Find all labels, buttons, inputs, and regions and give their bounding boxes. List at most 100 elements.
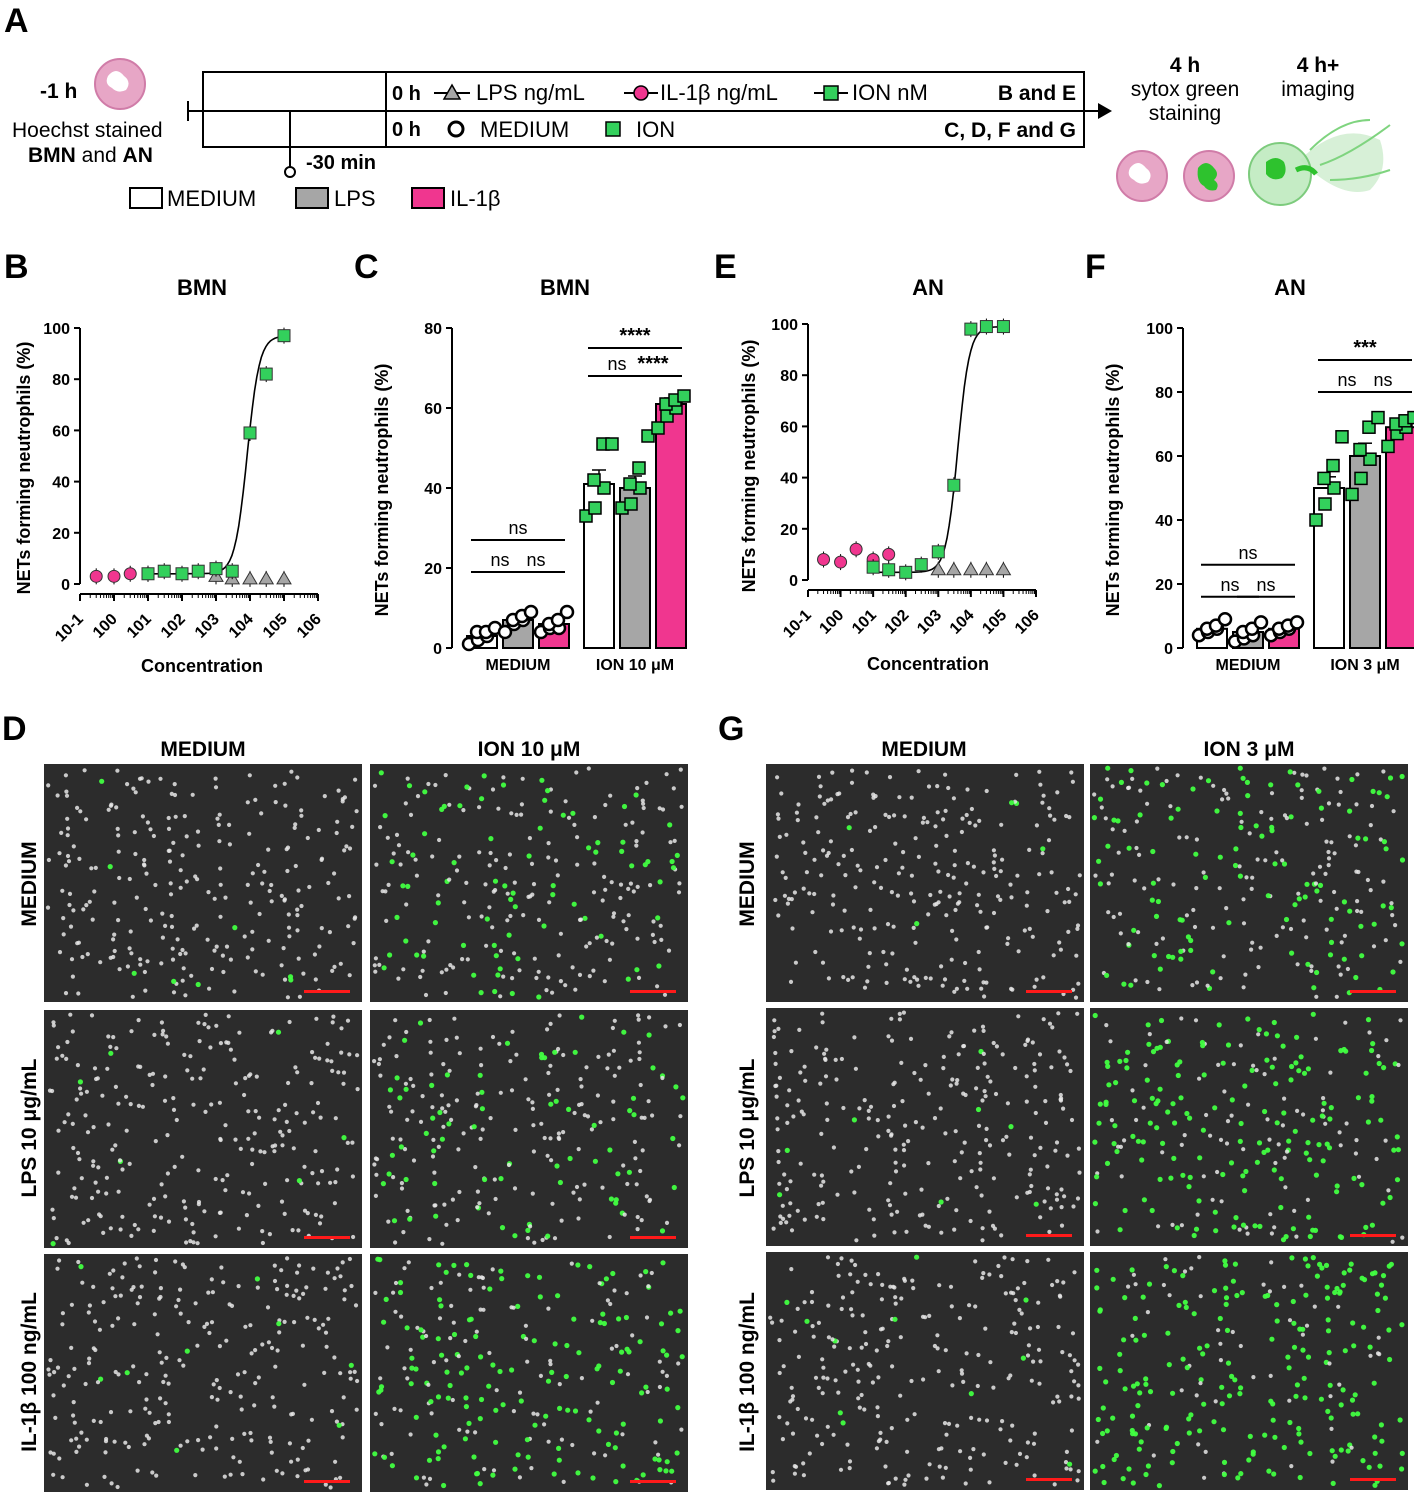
nucleus-cell: [777, 834, 782, 839]
nucleus-cell: [943, 808, 948, 813]
nucleus-cell: [1055, 1394, 1060, 1399]
nucleus-cell: [1194, 886, 1199, 891]
nucleus-cell: [84, 817, 89, 822]
data-point: [597, 481, 611, 495]
nucleus-cell: [964, 812, 969, 818]
net-cell: [1143, 1381, 1149, 1387]
nucleus-cell: [795, 1208, 800, 1213]
nucleus-cell: [913, 940, 918, 945]
nucleus-cell: [1355, 772, 1360, 777]
nucleus-cell: [186, 1320, 191, 1325]
nucleus-cell: [338, 961, 343, 966]
net-cell: [1135, 1403, 1141, 1409]
nucleus-cell: [100, 1093, 105, 1098]
net-cell: [478, 990, 484, 996]
nucleus-cell: [1034, 823, 1039, 828]
nucleus-cell: [973, 1259, 978, 1264]
net-cell: [1321, 1100, 1327, 1106]
nucleus-cell: [387, 1104, 392, 1109]
net-cell: [1111, 1456, 1117, 1463]
nucleus-cell: [498, 1090, 503, 1095]
nucleus-cell: [1157, 987, 1162, 992]
net-cell: [669, 1468, 675, 1474]
nucleus-cell: [785, 901, 790, 906]
net-cell: [432, 920, 438, 926]
nucleus-cell: [185, 1439, 190, 1444]
nucleus-cell: [403, 1081, 408, 1086]
net-cell: [659, 1228, 666, 1234]
nucleus-cell: [338, 1475, 343, 1480]
nucleus-cell: [374, 862, 379, 867]
nucleus-cell: [305, 1467, 311, 1472]
nucleus-cell: [61, 1383, 66, 1388]
nucleus-cell: [529, 861, 535, 866]
net-cell: [1334, 1285, 1340, 1292]
nucleus-cell: [116, 1189, 121, 1194]
net-cell: [1140, 1139, 1146, 1145]
net-cell: [1265, 1292, 1271, 1299]
nucleus-cell: [335, 819, 340, 824]
nucleus-cell: [404, 1029, 409, 1035]
nucleus-cell: [224, 944, 230, 949]
nucleus-cell: [165, 1171, 170, 1176]
net-cell: [1319, 1265, 1325, 1271]
net-cell: [463, 1395, 469, 1401]
nucleus-cell: [1204, 1112, 1209, 1118]
net-cell: [1381, 839, 1387, 845]
nucleus-cell: [819, 1131, 824, 1136]
nucleus-cell: [899, 1060, 904, 1065]
nucleus-cell: [904, 1229, 909, 1234]
nucleus-cell: [848, 1272, 853, 1277]
nucleus-cell: [260, 1342, 265, 1347]
nucleus-cell: [1238, 1343, 1243, 1349]
nucleus-cell: [950, 1077, 955, 1082]
nucleus-cell: [239, 1407, 244, 1412]
nucleus-cell: [108, 1410, 114, 1415]
nucleus-cell: [900, 865, 905, 870]
net-cell: [1157, 966, 1163, 972]
nucleus-cell: [846, 977, 851, 982]
nucleus-cell: [317, 1056, 322, 1061]
minus30-label: -30 min: [306, 152, 376, 174]
nucleus-cell: [1075, 923, 1081, 928]
net-cell: [663, 1468, 669, 1474]
nucleus-cell: [876, 1272, 881, 1277]
net-cell: [1117, 1351, 1123, 1357]
chart-title: BMN: [177, 275, 227, 300]
nucleus-cell: [545, 1027, 550, 1032]
nucleus-cell: [418, 1119, 424, 1124]
nucleus-cell: [991, 1385, 996, 1390]
scale-bar: [1350, 1478, 1396, 1481]
nucleus-cell: [385, 835, 390, 840]
nucleus-cell: [71, 908, 76, 913]
net-cell: [1040, 846, 1046, 852]
nucleus-cell: [457, 1189, 462, 1195]
net-cell: [598, 933, 604, 939]
nucleus-cell: [392, 1406, 397, 1411]
nucleus-cell: [353, 1303, 359, 1308]
nucleus-cell: [1222, 1089, 1227, 1094]
nucleus-cell: [647, 1015, 652, 1020]
net-cell: [1302, 1256, 1308, 1262]
net-cell: [174, 1447, 180, 1453]
nucleus-cell: [883, 812, 888, 817]
nucleus-cell: [1300, 772, 1305, 777]
nucleus-cell: [774, 1094, 779, 1099]
nucleus-cell: [509, 1088, 515, 1093]
nucleus-cell: [164, 1355, 169, 1360]
nucleus-cell: [874, 1446, 879, 1451]
net-cell: [1238, 1471, 1244, 1477]
data-point: [1353, 442, 1367, 457]
nucleus-cell: [1161, 1282, 1166, 1288]
nucleus-cell: [1390, 1239, 1395, 1244]
net-cell: [1104, 1428, 1110, 1434]
net-cell: [579, 1014, 585, 1020]
nucleus-cell: [512, 880, 517, 885]
nucleus-cell: [415, 1325, 420, 1330]
nucleus-cell: [507, 852, 512, 857]
nucleus-cell: [900, 1099, 905, 1104]
nucleus-cell: [908, 979, 913, 984]
nucleus-cell: [260, 1240, 265, 1246]
nucleus-cell: [324, 1344, 329, 1349]
micrograph: [1090, 1252, 1408, 1490]
